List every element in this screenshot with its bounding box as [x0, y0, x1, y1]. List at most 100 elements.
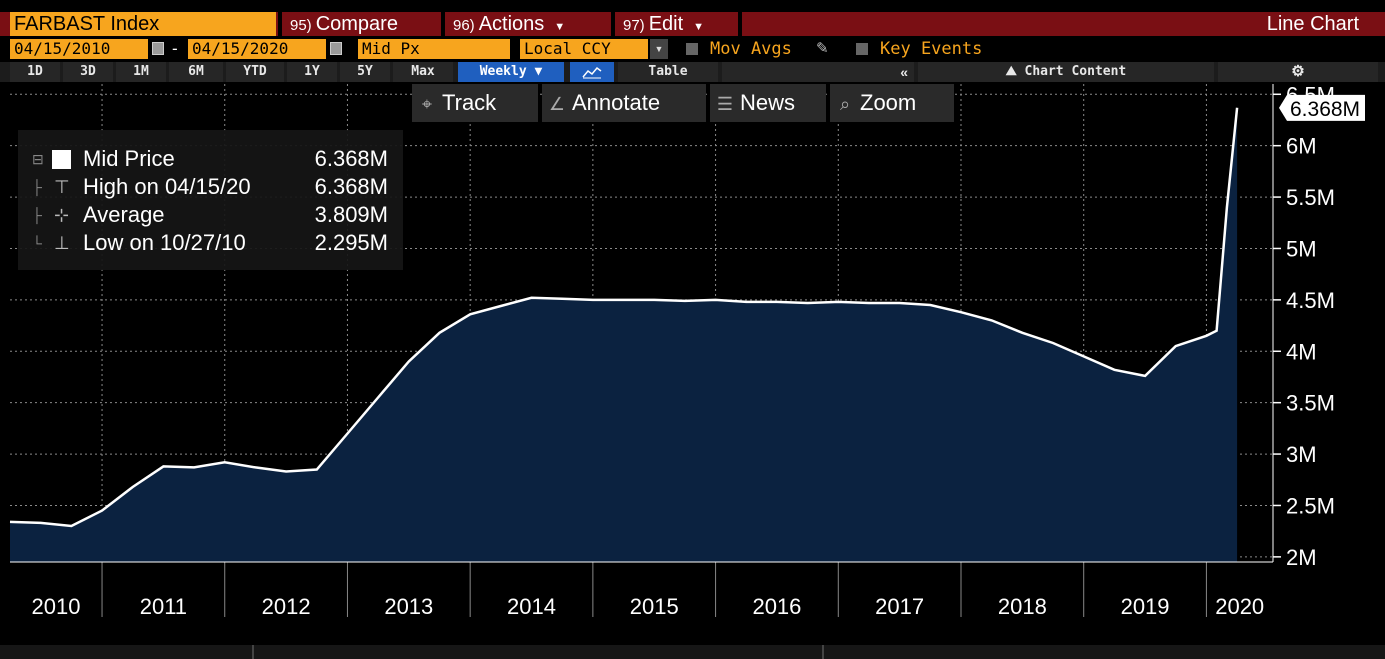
separator	[441, 12, 445, 36]
high-marker-icon: ⊤	[54, 177, 70, 197]
range-3d-button[interactable]: 3D	[63, 62, 113, 82]
start-date-input[interactable]: 04/15/2010	[10, 39, 148, 59]
tree-branch-icon: └	[32, 235, 42, 251]
frequency-label: Weekly	[479, 64, 527, 79]
x-tick-label: 2017	[875, 594, 924, 619]
line-chart-icon	[582, 66, 602, 79]
header-bar: FARBAST Index 95) Compare 96) Actions ▼ 97)…	[0, 12, 1385, 36]
x-tick-label: 2019	[1121, 594, 1170, 619]
range-6m-button[interactable]: 6M	[169, 62, 223, 82]
x-tick-label: 2013	[384, 594, 433, 619]
x-tick-label: 2014	[507, 594, 556, 619]
key-events-checkbox[interactable]	[856, 43, 868, 55]
annotate-button[interactable]: ∠ Annotate	[542, 84, 706, 122]
range-max-button[interactable]: Max	[393, 62, 453, 82]
date-range-dash: -	[172, 39, 178, 58]
track-button[interactable]: ⌖ Track	[412, 84, 538, 122]
x-tick-label: 2016	[752, 594, 801, 619]
legend-high-row: ├ ⊤ High on 04/15/20 6.368M	[18, 173, 403, 201]
edit-label: Edit	[648, 13, 684, 35]
chart-type-label: Line Chart	[1266, 13, 1359, 35]
edit-button[interactable]: 97) Edit ▼	[623, 12, 704, 36]
y-tick-label: 5M	[1286, 236, 1317, 261]
key-events-label: Key Events	[880, 39, 983, 59]
last-value-tag: 6.368M	[1279, 94, 1365, 121]
chart-content-label: Chart Content	[1024, 64, 1127, 79]
y-tick-label: 5.5M	[1286, 185, 1335, 210]
edit-number: 97)	[623, 17, 645, 34]
news-label: News	[740, 90, 796, 115]
news-button[interactable]: ☰ News	[710, 84, 826, 122]
x-tick-label: 2012	[262, 594, 311, 619]
chevron-down-icon: ▼	[554, 21, 566, 33]
legend-avg-value: 3.809M	[314, 202, 388, 227]
legend-mid-value: 6.368M	[314, 146, 388, 171]
x-tick-label: 2010	[32, 594, 81, 619]
legend-mid-label: Mid Price	[83, 146, 175, 171]
chevron-down-icon[interactable]: ▼	[650, 39, 668, 59]
legend-low-value: 2.295M	[314, 230, 388, 255]
average-marker-icon: ⊹	[54, 205, 70, 225]
low-marker-icon: ⊥	[54, 233, 70, 253]
range-1m-button[interactable]: 1M	[116, 62, 166, 82]
calendar-icon[interactable]	[152, 42, 164, 55]
calendar-icon[interactable]	[330, 42, 342, 55]
range-5y-button[interactable]: 5Y	[340, 62, 390, 82]
legend-low-row: └ ⊥ Low on 10/27/10 2.295M	[18, 229, 403, 257]
range-bar: 1D 3D 1M 6M YTD 1Y 5Y Max Weekly ▼ Table…	[0, 62, 1385, 82]
last-value-tag-bg	[1279, 94, 1365, 121]
range-ytd-button[interactable]: YTD	[226, 62, 284, 82]
legend-mid-row: ⊟ Mid Price 6.368M	[18, 145, 403, 173]
x-tick-label: 2011	[140, 594, 187, 619]
x-tick-label: 2020	[1215, 594, 1264, 619]
options-bar: 04/15/2010 - 04/15/2020 Mid Px Local CCY…	[0, 39, 1385, 60]
zoom-icon: ⌕	[839, 94, 851, 114]
chart-content-icon: ⛰	[1005, 64, 1017, 79]
legend-high-value: 6.368M	[314, 174, 388, 199]
actions-button[interactable]: 96) Actions ▼	[453, 12, 565, 36]
y-tick-label: 3M	[1286, 442, 1317, 467]
y-tick-label: 2.5M	[1286, 493, 1335, 518]
footer-bar	[0, 645, 1385, 659]
compare-button[interactable]: 95) Compare	[290, 12, 398, 36]
pencil-icon[interactable]: ✎	[816, 40, 829, 57]
y-tick-label: 4.5M	[1286, 288, 1335, 313]
end-date-input[interactable]: 04/15/2020	[188, 39, 326, 59]
price-line	[9, 107, 1239, 528]
x-tick-label: 2015	[630, 594, 679, 619]
legend-avg-label: Average	[83, 202, 165, 227]
frequency-select[interactable]: Weekly ▼	[458, 62, 564, 82]
y-tick-label: 3.5M	[1286, 391, 1335, 416]
legend-avg-row: ├ ⊹ Average 3.809M	[18, 201, 403, 229]
series-swatch	[52, 150, 71, 169]
x-axis: 2010 2011 2012 2013 2014 2015 2016 2017 2018 2019…	[10, 561, 1273, 619]
price-field-select[interactable]: Mid Px	[358, 39, 510, 59]
separator	[611, 12, 615, 36]
legend-high-label: High on 04/15/20	[83, 174, 251, 199]
collapse-tree-icon[interactable]: ⊟	[32, 151, 44, 167]
range-1y-button[interactable]: 1Y	[287, 62, 337, 82]
news-icon: ☰	[716, 94, 734, 114]
range-1d-button[interactable]: 1D	[10, 62, 60, 82]
zoom-button[interactable]: ⌕ Zoom	[830, 84, 954, 122]
gear-icon[interactable]: ⚙	[1218, 62, 1378, 82]
y-tick-label: 2M	[1286, 545, 1317, 570]
last-value-tag-text: 6.368M	[1290, 98, 1360, 121]
annotate-icon: ∠	[548, 94, 566, 114]
ticker-field[interactable]: FARBAST Index	[10, 12, 276, 36]
x-tick-label: 2018	[998, 594, 1047, 619]
track-icon: ⌖	[421, 94, 433, 114]
collapse-button[interactable]: «	[722, 62, 914, 82]
actions-label: Actions	[478, 13, 545, 35]
currency-select[interactable]: Local CCY	[520, 39, 648, 59]
actions-number: 96)	[453, 17, 475, 34]
table-button[interactable]: Table	[618, 62, 718, 82]
separator	[278, 12, 282, 36]
y-tick-label: 6M	[1286, 134, 1317, 159]
line-chart-toggle[interactable]	[570, 62, 614, 82]
mov-avgs-checkbox[interactable]	[686, 43, 698, 55]
chevron-down-icon: ▼	[534, 64, 543, 79]
chart-content-button[interactable]: ⛰ Chart Content	[918, 62, 1214, 82]
